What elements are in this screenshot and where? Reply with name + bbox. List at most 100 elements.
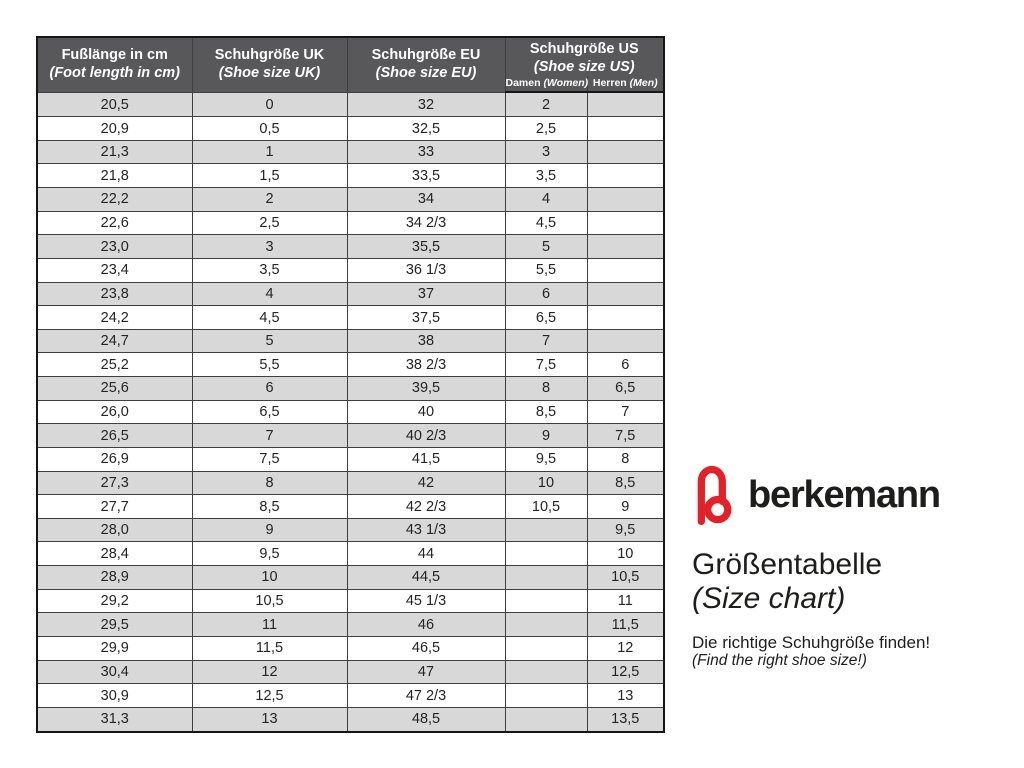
cell-eu: 48,5 xyxy=(346,706,506,733)
cell-us-men xyxy=(586,234,665,259)
cell-us-women: 8,5 xyxy=(504,399,588,425)
cell-us-women: 10 xyxy=(504,470,588,496)
cell-eu: 46,5 xyxy=(346,635,506,661)
table-row: 21,3 1 33 3 xyxy=(36,139,665,165)
cell-eu: 32 xyxy=(346,91,506,118)
cell-foot-length: 22,2 xyxy=(36,187,193,212)
cell-uk: 5,5 xyxy=(191,352,348,378)
cell-eu: 47 2/3 xyxy=(346,683,506,708)
cell-foot-length: 21,8 xyxy=(36,163,193,189)
table-row: 22,2 2 34 4 xyxy=(36,187,665,212)
cell-uk: 2 xyxy=(191,187,348,212)
table-row: 30,4 12 47 12,5 xyxy=(36,659,665,685)
cell-foot-length: 26,5 xyxy=(36,423,193,448)
cell-us-women: 8 xyxy=(504,376,588,401)
cell-foot-length: 24,7 xyxy=(36,328,193,354)
cell-eu: 42 xyxy=(346,470,506,496)
cell-foot-length: 23,4 xyxy=(36,257,193,283)
cell-us-men: 10,5 xyxy=(586,565,665,590)
table-row: 28,4 9,5 44 10 xyxy=(36,541,665,567)
header-eu-en: (Shoe size EU) xyxy=(375,64,477,81)
cell-us-men xyxy=(586,328,665,354)
cell-eu: 38 2/3 xyxy=(346,352,506,378)
tagline: Die richtige Schuhgröße finden! (Find th… xyxy=(692,633,1002,670)
cell-uk: 0 xyxy=(191,91,348,118)
cell-uk: 13 xyxy=(191,706,348,733)
tagline-de: Die richtige Schuhgröße finden! xyxy=(692,633,931,652)
table-row: 24,2 4,5 37,5 6,5 xyxy=(36,305,665,330)
cell-foot-length: 21,3 xyxy=(36,139,193,165)
cell-us-women xyxy=(504,565,588,590)
cell-us-men xyxy=(586,187,665,212)
cell-foot-length: 25,6 xyxy=(36,376,193,401)
cell-eu: 32,5 xyxy=(346,116,506,141)
brand-name: berkemann xyxy=(748,473,941,516)
berkemann-logo-icon xyxy=(697,465,732,526)
table-row: 23,0 3 35,5 5 xyxy=(36,234,665,259)
cell-us-women xyxy=(504,683,588,708)
cell-uk: 1 xyxy=(191,139,348,165)
cell-foot-length: 27,7 xyxy=(36,494,193,519)
cell-us-men xyxy=(586,305,665,330)
cell-foot-length: 30,4 xyxy=(36,659,193,685)
cell-us-men xyxy=(586,163,665,189)
cell-foot-length: 29,2 xyxy=(36,588,193,614)
table-row: 26,9 7,5 41,5 9,5 8 xyxy=(36,446,665,472)
cell-us-men: 8 xyxy=(586,446,665,472)
cell-uk: 8,5 xyxy=(191,494,348,519)
cell-us-men: 12,5 xyxy=(586,659,665,685)
cell-foot-length: 24,2 xyxy=(36,305,193,330)
header-us: Schuhgröße US (Shoe size US) xyxy=(504,36,665,77)
page-title: Größentabelle (Size chart) xyxy=(692,548,1002,616)
header-us-de: Schuhgröße US xyxy=(529,41,639,57)
cell-us-men xyxy=(586,139,665,165)
cell-us-men: 9,5 xyxy=(586,517,665,543)
cell-uk: 10,5 xyxy=(191,588,348,614)
table-row: 26,0 6,5 40 8,5 7 xyxy=(36,399,665,425)
cell-eu: 39,5 xyxy=(346,376,506,401)
page-title-en: (Size chart) xyxy=(692,582,846,615)
cell-us-men xyxy=(586,257,665,283)
brand-panel: berkemann Größentabelle (Size chart) Die… xyxy=(692,464,1002,670)
cell-uk: 12 xyxy=(191,659,348,685)
cell-us-men: 10 xyxy=(586,541,665,567)
cell-us-women: 10,5 xyxy=(504,494,588,519)
cell-uk: 1,5 xyxy=(191,163,348,189)
table-row: 24,7 5 38 7 xyxy=(36,328,665,354)
table-row: 23,8 4 37 6 xyxy=(36,281,665,307)
cell-us-women: 9 xyxy=(504,423,588,448)
cell-uk: 11 xyxy=(191,612,348,637)
cell-foot-length: 29,5 xyxy=(36,612,193,637)
page-title-de: Größentabelle xyxy=(692,548,883,581)
cell-us-women: 6,5 xyxy=(504,305,588,330)
cell-foot-length: 28,0 xyxy=(36,517,193,543)
header-eu: Schuhgröße EU (Shoe size EU) xyxy=(346,36,506,93)
cell-uk: 8 xyxy=(191,470,348,496)
cell-us-women xyxy=(504,706,588,733)
table-row: 26,5 7 40 2/3 9 7,5 xyxy=(36,423,665,448)
table-row: 30,9 12,5 47 2/3 13 xyxy=(36,683,665,708)
cell-eu: 46 xyxy=(346,612,506,637)
cell-us-women xyxy=(504,612,588,637)
cell-us-men: 9 xyxy=(586,494,665,519)
cell-us-men xyxy=(586,91,665,118)
cell-uk: 10 xyxy=(191,565,348,590)
cell-eu: 36 1/3 xyxy=(346,257,506,283)
cell-us-men: 11 xyxy=(586,588,665,614)
cell-us-women: 3 xyxy=(504,139,588,165)
cell-us-women: 7 xyxy=(504,328,588,354)
cell-eu: 37,5 xyxy=(346,305,506,330)
size-table-body: 20,5 0 32 2 20,9 0,5 32,5 2,5 21,3 1 33 3 21,8 1,5 33,… xyxy=(36,91,665,733)
table-row: 22,6 2,5 34 2/3 4,5 xyxy=(36,210,665,236)
cell-eu: 43 1/3 xyxy=(346,517,506,543)
cell-uk: 3,5 xyxy=(191,257,348,283)
table-row: 28,0 9 43 1/3 9,5 xyxy=(36,517,665,543)
cell-us-women xyxy=(504,659,588,685)
table-row: 21,8 1,5 33,5 3,5 xyxy=(36,163,665,189)
cell-us-women: 6 xyxy=(504,281,588,307)
cell-us-women: 4,5 xyxy=(504,210,588,236)
cell-us-men xyxy=(586,116,665,141)
cell-us-men: 13 xyxy=(586,683,665,708)
header-uk-de: Schuhgröße UK xyxy=(214,47,325,64)
header-uk-en: (Shoe size UK) xyxy=(218,64,321,81)
